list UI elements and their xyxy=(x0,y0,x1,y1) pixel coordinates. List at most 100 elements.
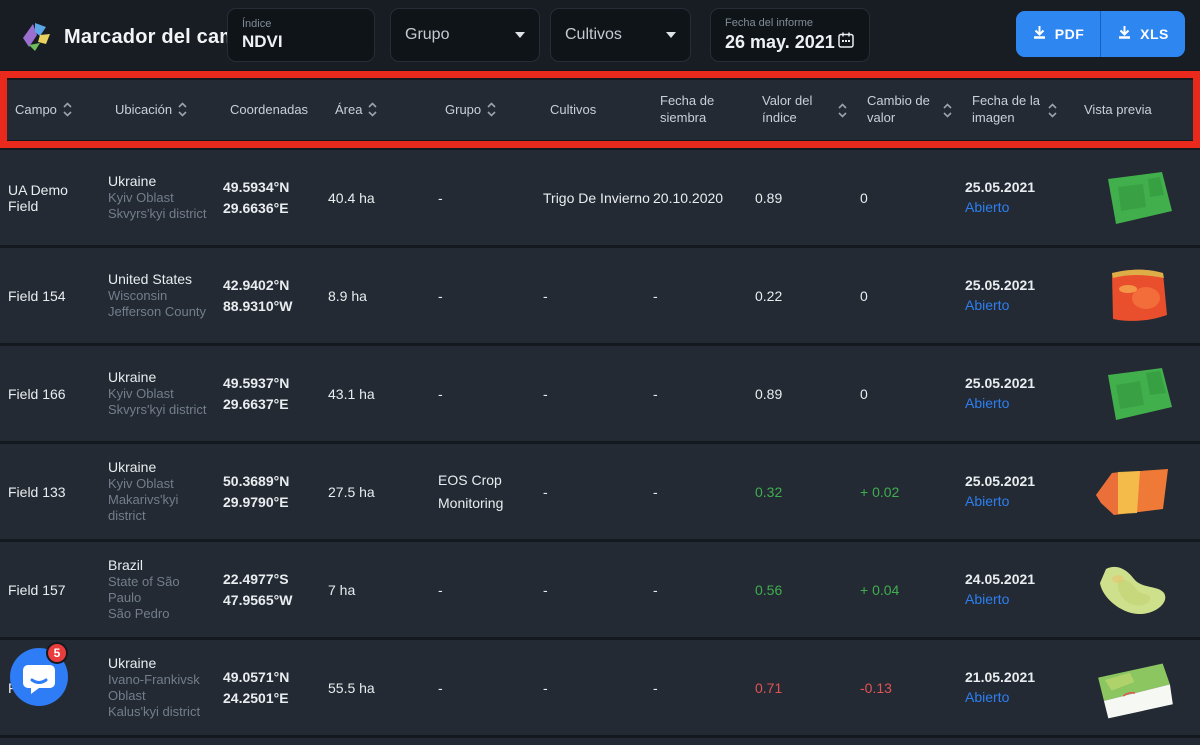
top-bar: Marcador del campo Índice NDVI Grupo Cul… xyxy=(0,0,1200,70)
crops-dropdown[interactable]: Cultivos xyxy=(550,8,691,62)
field-area: 55.5 ha xyxy=(328,679,375,696)
table-row[interactable]: UA Demo Field Ukraine Kyiv Oblast Skvyrs… xyxy=(0,150,1200,245)
pdf-download-button[interactable]: PDF xyxy=(1016,11,1100,57)
column-header-ubicacion[interactable]: Ubicación xyxy=(107,102,222,119)
chat-launcher-button[interactable]: 5 xyxy=(10,642,68,706)
table-row[interactable]: Field 157 Brazil State of São Paulo São … xyxy=(0,542,1200,637)
value-change: + 0.04 xyxy=(860,581,900,598)
value-change: 0 xyxy=(860,287,868,304)
app-logo-icon xyxy=(16,17,52,58)
field-coordinates: 50.3689°N 29.9790°E xyxy=(223,472,290,510)
column-header-grupo[interactable]: Grupo xyxy=(437,102,542,119)
chat-unread-badge: 5 xyxy=(46,642,68,664)
field-preview-image[interactable] xyxy=(1069,167,1200,229)
download-icon xyxy=(1032,25,1047,43)
field-preview-image[interactable] xyxy=(1069,265,1200,327)
sowing-date: - xyxy=(653,287,658,304)
open-link[interactable]: Abierto xyxy=(965,297,1010,314)
sort-icon[interactable] xyxy=(63,102,72,118)
xls-download-button[interactable]: XLS xyxy=(1101,11,1185,57)
image-date: 25.05.2021 xyxy=(965,277,1036,294)
sowing-date: - xyxy=(653,483,658,500)
sort-icon[interactable] xyxy=(368,102,378,118)
index-input[interactable]: Índice NDVI xyxy=(227,8,375,62)
sort-icon[interactable] xyxy=(178,102,187,118)
table-header-row: Campo Ubicación Coordenadas Área Grupo C… xyxy=(7,80,1193,140)
sort-icon[interactable] xyxy=(838,102,847,118)
image-date-cell: 25.05.2021 Abierto xyxy=(957,373,1069,414)
calendar-icon xyxy=(837,31,855,54)
field-name: Field 166 xyxy=(8,385,66,402)
field-location: Ukraine Ivano-Frankivsk Oblast Kalus'kyi… xyxy=(108,654,201,720)
field-crops: - xyxy=(543,483,548,500)
field-location: Ukraine Kyiv Oblast Skvyrs'kyi district xyxy=(108,368,207,417)
field-preview-image[interactable] xyxy=(1069,657,1200,719)
open-link[interactable]: Abierto xyxy=(965,493,1010,510)
field-preview-image[interactable] xyxy=(1069,461,1200,523)
sowing-date: 20.10.2020 xyxy=(653,189,724,206)
chevron-down-icon xyxy=(666,32,676,38)
column-header-coordenadas: Coordenadas xyxy=(230,101,309,117)
sowing-date: - xyxy=(653,581,658,598)
value-change: 0 xyxy=(860,189,868,206)
sort-icon[interactable] xyxy=(943,102,952,118)
column-header-area[interactable]: Área xyxy=(327,102,437,119)
table-row[interactable]: Field 154 United States Wisconsin Jeffer… xyxy=(0,248,1200,343)
report-date-value: 26 may. 2021 xyxy=(725,31,835,52)
index-value: 0.32 xyxy=(755,483,783,500)
table-row[interactable]: F Ukraine Ivano-Frankivsk Oblast Kalus'k… xyxy=(0,640,1200,735)
group-dropdown[interactable]: Grupo xyxy=(390,8,540,62)
download-icon xyxy=(1117,25,1132,43)
column-header-cambio-valor[interactable]: Cambio de valor xyxy=(859,93,964,127)
field-crops: Trigo De Invierno xyxy=(543,189,650,206)
field-group: - xyxy=(438,287,443,304)
field-preview-image[interactable] xyxy=(1069,559,1200,621)
report-date-picker[interactable]: Fecha del informe 26 may. 2021 xyxy=(710,8,870,62)
table-row xyxy=(0,738,1200,745)
field-area: 8.9 ha xyxy=(328,287,367,304)
column-header-fecha-imagen[interactable]: Fecha de la imagen xyxy=(964,93,1076,127)
field-area: 27.5 ha xyxy=(328,483,375,500)
field-group: - xyxy=(438,189,443,206)
field-crops: - xyxy=(543,385,548,402)
open-link[interactable]: Abierto xyxy=(965,591,1010,608)
image-date: 24.05.2021 xyxy=(965,571,1036,588)
field-crops: - xyxy=(543,679,548,696)
export-buttons: PDF XLS xyxy=(1016,11,1185,57)
value-change: + 0.02 xyxy=(860,483,900,500)
index-value: 0.71 xyxy=(755,679,783,696)
column-header-campo[interactable]: Campo xyxy=(7,102,107,119)
field-location: Ukraine Kyiv Oblast Skvyrs'kyi district xyxy=(108,172,207,221)
image-date-cell: 25.05.2021 Abierto xyxy=(957,275,1069,316)
field-location: United States Wisconsin Jefferson County xyxy=(108,270,207,319)
open-link[interactable]: Abierto xyxy=(965,689,1010,706)
chevron-down-icon xyxy=(515,32,525,38)
open-link[interactable]: Abierto xyxy=(965,199,1010,216)
field-location: Ukraine Kyiv Oblast Makarivs'kyi distric… xyxy=(108,458,179,524)
field-group: - xyxy=(438,581,443,598)
image-date-cell: 24.05.2021 Abierto xyxy=(957,569,1069,610)
field-name: Field 133 xyxy=(8,483,66,500)
value-change: -0.13 xyxy=(860,679,892,696)
image-date: 25.05.2021 xyxy=(965,179,1036,196)
table-row[interactable]: Field 133 Ukraine Kyiv Oblast Makarivs'k… xyxy=(0,444,1200,539)
index-value: 0.22 xyxy=(755,287,783,304)
field-group: - xyxy=(438,679,443,696)
sort-icon[interactable] xyxy=(1048,102,1057,118)
brand: Marcador del campo xyxy=(16,17,262,58)
field-preview-image[interactable] xyxy=(1069,363,1200,425)
field-area: 40.4 ha xyxy=(328,189,375,206)
page-title: Marcador del campo xyxy=(64,26,263,48)
index-value: 0.89 xyxy=(755,385,783,402)
image-date-cell: 25.05.2021 Abierto xyxy=(957,471,1069,512)
field-coordinates: 49.5937°N 29.6637°E xyxy=(223,374,290,412)
column-header-fecha-siembra: Fecha de siembra xyxy=(660,93,715,125)
column-header-vista-previa: Vista previa xyxy=(1084,101,1152,117)
open-link[interactable]: Abierto xyxy=(965,395,1010,412)
sort-icon[interactable] xyxy=(487,102,496,118)
image-date: 21.05.2021 xyxy=(965,669,1036,686)
column-header-valor-indice[interactable]: Valor del índice xyxy=(754,93,859,127)
field-name: Field 154 xyxy=(8,287,66,304)
table-row[interactable]: Field 166 Ukraine Kyiv Oblast Skvyrs'kyi… xyxy=(0,346,1200,441)
index-input-value: NDVI xyxy=(242,32,283,51)
